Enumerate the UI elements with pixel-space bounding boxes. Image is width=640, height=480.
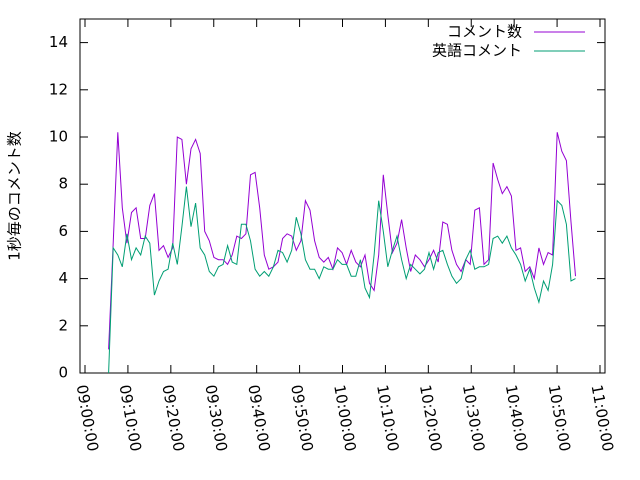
- x-tick-label: 09:20:00: [158, 383, 187, 452]
- x-tick-label: 10:40:00: [502, 383, 531, 452]
- x-tick-label: 10:20:00: [416, 383, 445, 452]
- x-tick-label: 09:50:00: [287, 383, 316, 452]
- x-tick-label: 11:00:00: [588, 383, 617, 452]
- x-tick-label: 10:10:00: [373, 383, 402, 452]
- x-tick-label: 10:00:00: [330, 383, 359, 452]
- x-tick-label: 10:50:00: [545, 383, 574, 452]
- x-tick-label: 09:30:00: [201, 383, 230, 452]
- plot-frame: [79, 18, 606, 374]
- y-tick-label: 14: [49, 33, 68, 51]
- data-line: [108, 186, 576, 374]
- data-line: [108, 132, 576, 350]
- x-tick-label: 09:10:00: [116, 383, 145, 452]
- y-tick-label: 8: [58, 175, 68, 193]
- y-tick-label: 12: [49, 80, 68, 98]
- x-tick-label: 10:30:00: [459, 383, 488, 452]
- legend-label: 英語コメント: [432, 42, 522, 60]
- y-tick-label: 4: [58, 269, 68, 287]
- x-tick-label: 09:40:00: [244, 383, 273, 452]
- legend-label: コメント数: [447, 23, 522, 41]
- x-tick-label: 09:00:00: [73, 383, 102, 452]
- y-axis-label: 1秒毎のコメント数: [6, 131, 24, 261]
- y-tick-label: 0: [58, 364, 68, 382]
- y-tick-label: 10: [49, 128, 68, 146]
- y-tick-label: 6: [58, 222, 68, 240]
- y-tick-label: 2: [58, 316, 68, 334]
